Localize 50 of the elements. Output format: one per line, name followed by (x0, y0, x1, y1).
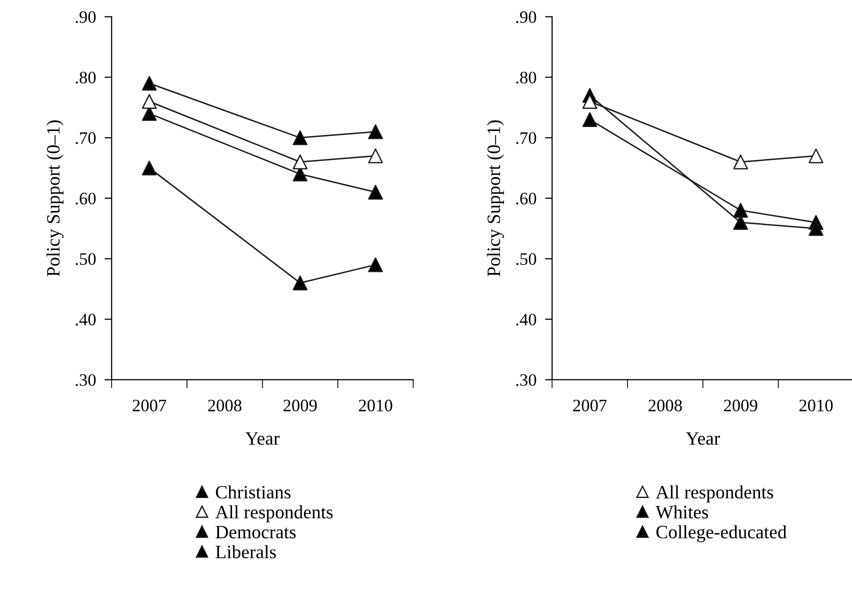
legend-label: College-educated (656, 525, 787, 542)
point (582, 94, 598, 109)
point (733, 215, 748, 230)
point (142, 160, 157, 176)
y-tick-label: .30 (76, 374, 96, 386)
point (142, 94, 157, 109)
point (808, 221, 824, 236)
legend-label: Democrats (216, 526, 296, 538)
x-tick-label: 2010 (358, 400, 392, 412)
legend-label: Christians (216, 485, 291, 499)
y-tick-label: .70 (516, 132, 536, 144)
y-axis-title: Policy Support (0–1) (46, 120, 64, 276)
y-tick-label: .30 (516, 374, 536, 386)
point (368, 184, 383, 200)
x-tick-label: 2007 (573, 400, 607, 412)
legend-label: All respondents (215, 505, 333, 522)
y-tick-label: .70 (76, 132, 96, 144)
point (292, 276, 308, 290)
y-tick-label: .50 (76, 253, 96, 266)
point (733, 154, 748, 170)
x-tick-label: 2010 (799, 400, 833, 412)
y-tick-label: .60 (76, 192, 96, 205)
x-tick-label: 2009 (724, 400, 758, 412)
point (808, 148, 824, 164)
y-tick-label: .40 (516, 314, 536, 326)
x-axis-title: Year (686, 432, 720, 445)
point (292, 130, 308, 146)
y-tick-label: .90 (516, 11, 536, 24)
point (368, 124, 383, 140)
x-tick-label: 2008 (648, 400, 682, 412)
y-axis-title: Policy Support (0–1) (486, 120, 504, 276)
point (292, 154, 308, 170)
x-tick-label: 2009 (284, 400, 317, 412)
legend-label: All respondents (656, 485, 774, 502)
point (582, 112, 598, 127)
point (733, 202, 748, 218)
point (368, 148, 383, 164)
x-tick-label: 2008 (208, 400, 242, 412)
y-tick-label: .60 (516, 192, 536, 205)
y-tick-label: .90 (76, 11, 96, 24)
x-axis-title: Year (245, 432, 280, 445)
y-tick-label: .80 (76, 72, 96, 84)
point (368, 257, 383, 272)
y-tick-label: .50 (516, 253, 536, 266)
y-tick-label: .80 (516, 72, 536, 84)
legend-label: Liberals (216, 545, 276, 558)
y-tick-label: .40 (76, 314, 96, 326)
point (142, 76, 157, 91)
legend-label: Whites (656, 505, 708, 519)
x-tick-label: 2007 (132, 400, 166, 412)
